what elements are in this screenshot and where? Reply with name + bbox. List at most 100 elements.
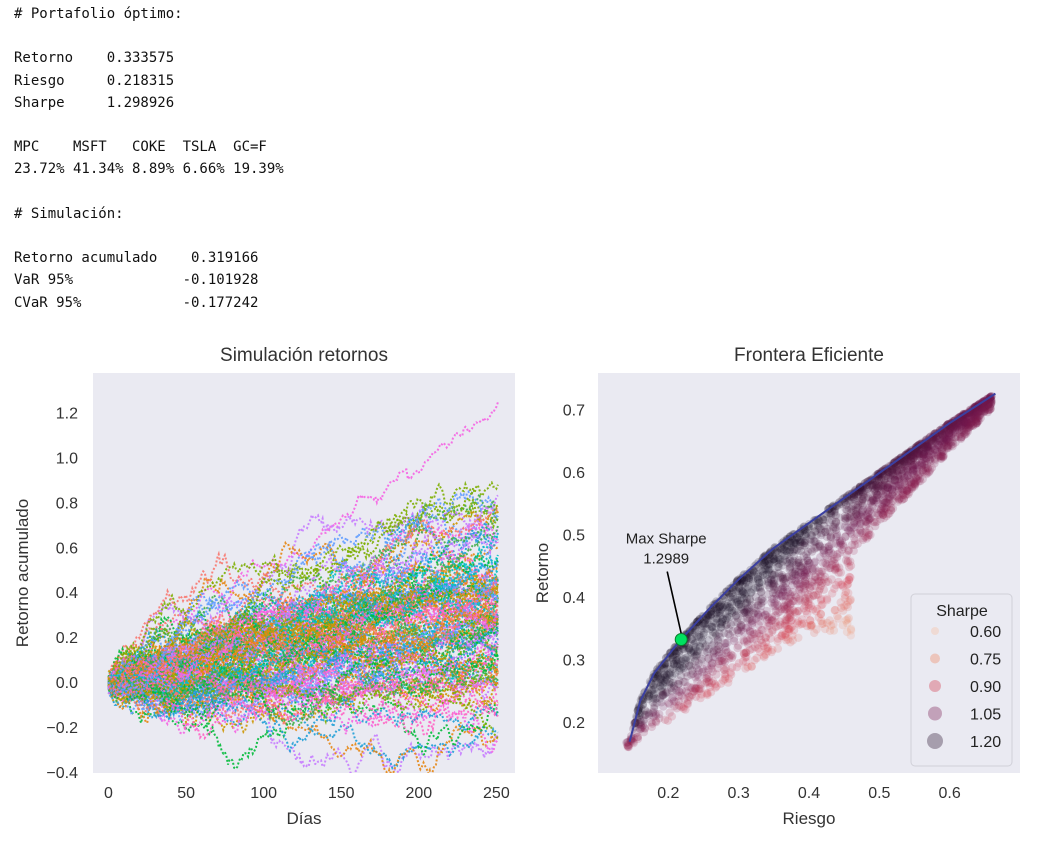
portfolio-point: [849, 513, 858, 522]
portfolio-point: [700, 643, 710, 652]
portfolio-point: [922, 454, 931, 463]
portfolio-point: [923, 442, 932, 452]
portfolio-point: [745, 614, 755, 624]
portfolio-point: [795, 558, 804, 568]
portfolio-point: [909, 470, 918, 479]
portfolio-point: [737, 600, 746, 609]
simulation-series-line: [107, 609, 499, 693]
portfolio-point: [970, 407, 979, 416]
portfolio-point: [771, 548, 780, 557]
simulation-series-line: [107, 494, 499, 696]
portfolio-point: [711, 629, 720, 638]
portfolio-point: [780, 601, 789, 610]
portfolio-point: [948, 424, 958, 433]
portfolio-point: [687, 690, 697, 700]
portfolio-point: [986, 404, 995, 413]
portfolio-point: [817, 616, 826, 626]
portfolio-point: [800, 570, 810, 579]
portfolio-point: [919, 454, 929, 464]
portfolio-point: [907, 482, 916, 492]
portfolio-point: [859, 534, 868, 543]
portfolio-point: [926, 465, 935, 474]
portfolio-point: [872, 504, 881, 514]
portfolio-point: [831, 525, 841, 535]
portfolio-point: [725, 631, 734, 640]
portfolio-point: [821, 551, 830, 560]
portfolio-point: [736, 596, 745, 605]
portfolio-point: [922, 437, 931, 446]
portfolio-point: [802, 566, 811, 575]
portfolio-point: [663, 688, 672, 697]
portfolio-point: [799, 581, 808, 590]
portfolio-point: [747, 568, 757, 578]
frontier-chart: Max Sharpe 1.2989 0.2 0.3 0.4 0.5 0.6 0.20.3…: [533, 345, 1020, 828]
portfolio-point: [782, 547, 791, 556]
portfolio-point: [761, 633, 771, 642]
portfolio-point: [637, 723, 647, 733]
portfolio-point: [937, 426, 946, 435]
portfolio-point: [769, 581, 778, 590]
portfolio-point: [801, 594, 810, 603]
portfolio-point: [698, 668, 707, 677]
portfolio-point: [923, 445, 932, 454]
portfolio-point: [739, 635, 748, 645]
portfolio-point: [717, 617, 727, 627]
portfolio-point: [781, 635, 791, 645]
portfolio-point: [863, 484, 873, 493]
portfolio-point: [858, 488, 868, 497]
portfolio-point: [683, 700, 692, 709]
portfolio-point: [824, 548, 834, 558]
portfolio-point: [878, 510, 888, 519]
portfolio-point: [860, 513, 869, 522]
portfolio-point: [856, 519, 866, 528]
portfolio-point: [709, 653, 718, 662]
portfolio-point: [910, 451, 920, 460]
portfolio-point: [838, 606, 848, 615]
portfolio-point: [622, 738, 631, 747]
portfolio-point: [888, 469, 898, 478]
portfolio-point: [940, 437, 950, 447]
portfolio-point: [883, 483, 893, 493]
portfolio-point: [847, 504, 856, 513]
portfolio-point: [769, 577, 778, 586]
portfolio-point: [669, 659, 678, 669]
legend-marker: [927, 733, 943, 749]
portfolio-point: [737, 620, 746, 630]
portfolio-point: [889, 465, 898, 474]
portfolio-point: [742, 614, 751, 623]
portfolio-point: [773, 634, 782, 643]
portfolio-point: [957, 428, 966, 437]
portfolio-point: [653, 671, 662, 680]
portfolio-point: [644, 691, 654, 700]
portfolio-point: [805, 559, 814, 568]
portfolio-point: [658, 687, 667, 697]
portfolio-point: [909, 453, 918, 462]
portfolio-point: [800, 530, 809, 540]
portfolio-point: [737, 621, 746, 630]
portfolio-point: [908, 465, 918, 474]
portfolio-point: [795, 584, 804, 593]
portfolio-point: [923, 441, 933, 450]
portfolio-point: [732, 610, 741, 620]
portfolio-point: [868, 496, 877, 505]
portfolio-point: [777, 545, 786, 554]
portfolio-point: [843, 558, 852, 567]
portfolio-point: [811, 607, 821, 616]
portfolio-point: [779, 602, 788, 612]
portfolio-point: [801, 536, 810, 545]
portfolio-point: [935, 440, 944, 450]
portfolio-point: [774, 602, 783, 611]
portfolio-point: [696, 684, 705, 693]
portfolio-point: [984, 400, 993, 409]
portfolio-point: [809, 565, 818, 574]
portfolio-point: [945, 426, 954, 435]
portfolio-point: [961, 413, 971, 422]
portfolio-point: [647, 686, 656, 695]
portfolio-point: [871, 521, 880, 531]
portfolio-point: [763, 644, 772, 653]
portfolio-point: [753, 583, 762, 592]
portfolio-point: [794, 596, 803, 606]
portfolio-point: [918, 455, 927, 465]
portfolio-point: [846, 624, 856, 634]
portfolio-point: [624, 740, 634, 749]
